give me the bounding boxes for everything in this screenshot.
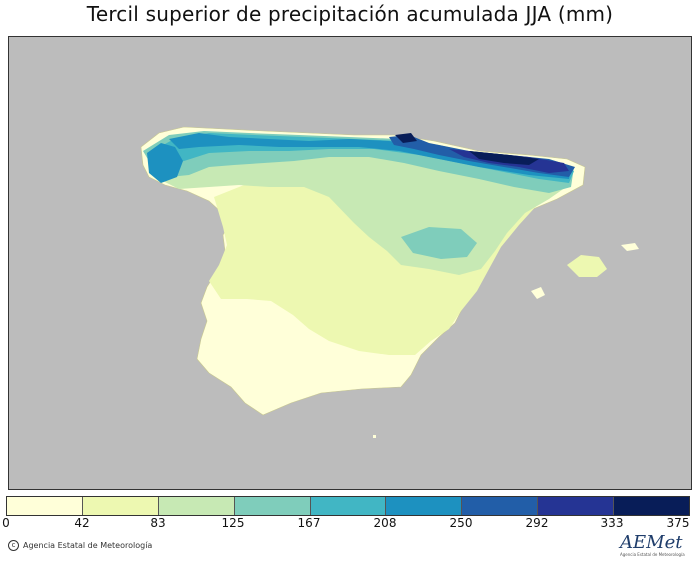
aemet-logo: AEMet Agencia Estatal de Meteorología <box>616 532 686 560</box>
legend-tick: 42 <box>74 516 90 530</box>
legend-swatch-7 <box>538 497 615 515</box>
balearic-ibiza <box>531 287 545 299</box>
precipitation-map <box>8 36 692 490</box>
legend-swatch-8 <box>614 497 690 515</box>
region-208-250 <box>169 133 571 179</box>
legend-ticks: 0 42 83 125 167 208 250 292 333 375 <box>2 516 690 534</box>
legend-swatch-5 <box>386 497 463 515</box>
legend-tick: 333 <box>600 516 624 530</box>
region-iberian-system <box>401 227 477 259</box>
legend-swatch-0 <box>7 497 83 515</box>
map-svg <box>140 126 639 438</box>
legend-tick: 83 <box>150 516 166 530</box>
legend-tick: 208 <box>373 516 397 530</box>
credit-text: Agencia Estatal de Meteorología <box>23 541 153 550</box>
balearic-menorca <box>621 243 639 251</box>
legend-tick: 292 <box>525 516 549 530</box>
copyright-icon: c <box>8 540 19 551</box>
region-333-375 <box>395 133 539 165</box>
legend-swatch-1 <box>82 497 159 515</box>
legend-swatch-4 <box>310 497 387 515</box>
logo-subtitle: Agencia Estatal de Meteorología <box>620 552 685 557</box>
balearic-mallorca <box>567 255 607 277</box>
ceuta-dot <box>373 435 376 438</box>
legend-swatch-2 <box>158 497 235 515</box>
legend-tick: 375 <box>666 516 690 530</box>
color-legend-bar <box>6 496 690 516</box>
legend-swatch-6 <box>462 497 539 515</box>
legend-tick: 250 <box>449 516 473 530</box>
region-galicia <box>147 143 183 183</box>
legend-swatch-3 <box>234 497 311 515</box>
credit-line: c Agencia Estatal de Meteorología <box>8 540 152 551</box>
legend-tick: 0 <box>2 516 10 530</box>
logo-brand: AEMet <box>620 532 683 553</box>
legend-tick: 167 <box>297 516 321 530</box>
legend-tick: 125 <box>221 516 245 530</box>
map-title: Tercil superior de precipitación acumula… <box>86 2 614 26</box>
